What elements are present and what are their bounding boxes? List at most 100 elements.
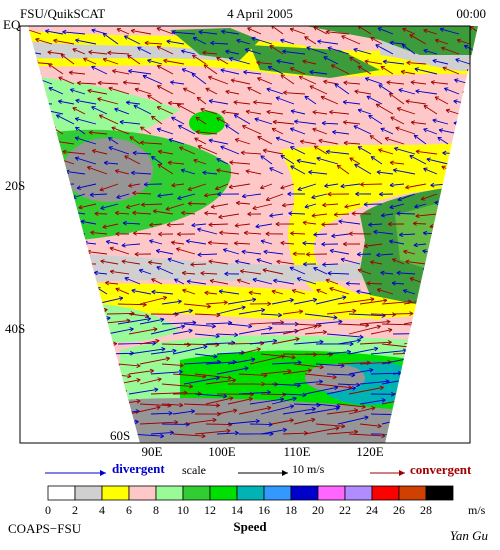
wind-vector xyxy=(128,328,158,335)
wind-vector xyxy=(60,243,75,247)
wind-vector-head xyxy=(99,187,104,192)
wind-vector xyxy=(304,95,317,105)
wind-vector-head xyxy=(353,47,358,53)
wind-vector-head xyxy=(130,28,136,34)
wind-vector xyxy=(223,248,240,255)
wind-vector xyxy=(29,319,51,325)
wind-vector-head xyxy=(386,319,391,325)
wind-vector-head xyxy=(434,96,440,101)
wind-vector-head xyxy=(348,231,353,237)
wind-vector-head xyxy=(368,222,373,227)
wind-vector-head xyxy=(425,413,430,419)
wind-vector xyxy=(170,81,185,85)
wind-vector xyxy=(248,291,262,295)
wind-vector xyxy=(242,193,262,197)
wind-vector-head xyxy=(387,221,392,227)
wind-vector xyxy=(324,183,339,187)
wind-vector xyxy=(423,29,438,35)
wind-vector xyxy=(131,172,152,175)
wind-vector xyxy=(432,59,449,65)
wind-vector-head xyxy=(349,157,354,162)
wind-vector xyxy=(111,127,130,135)
wind-vector xyxy=(406,62,427,65)
wind-vector-head xyxy=(434,367,439,372)
wind-vector xyxy=(469,26,478,35)
wind-vector-head xyxy=(452,401,457,407)
wind-vector-head xyxy=(228,184,233,190)
wind-vector-head xyxy=(203,344,208,350)
wind-vector-head xyxy=(275,136,281,141)
wind-vector xyxy=(313,267,328,275)
wind-vector xyxy=(61,258,75,265)
wind-vector xyxy=(282,50,306,55)
wind-vector xyxy=(370,313,396,316)
wind-vector-head xyxy=(61,278,67,283)
wind-vector xyxy=(425,303,453,307)
wind-vector xyxy=(133,104,152,115)
wind-vector-head xyxy=(131,170,136,176)
wind-vector-head xyxy=(371,406,376,411)
wind-vector-head xyxy=(211,323,216,329)
wind-vector-head xyxy=(127,373,132,379)
wind-vector-head xyxy=(157,193,162,198)
wind-vector xyxy=(271,383,301,386)
wind-vector xyxy=(90,193,108,196)
wind-vector xyxy=(389,183,405,186)
wind-vector xyxy=(108,137,119,145)
wind-vector xyxy=(380,66,394,75)
wind-vector xyxy=(280,39,295,45)
wind-vector xyxy=(77,82,97,85)
wind-vector-head xyxy=(144,40,149,46)
wind-vector xyxy=(436,406,465,415)
wind-vector xyxy=(62,430,84,435)
wind-vector-head xyxy=(243,69,248,75)
wind-vector xyxy=(425,383,452,387)
wind-vector xyxy=(139,296,167,305)
wind-vector-head xyxy=(262,268,267,273)
wind-vector-head xyxy=(388,92,394,98)
wind-vector-head xyxy=(263,249,268,255)
wind-vector-head xyxy=(412,221,417,226)
wind-vector xyxy=(45,30,64,35)
wind-vector-head xyxy=(91,28,96,33)
wind-vector-head xyxy=(45,269,50,274)
wind-vector xyxy=(368,223,383,226)
wind-vector-head xyxy=(182,288,187,294)
wind-vector xyxy=(194,137,207,145)
wind-vector-head xyxy=(181,270,187,276)
wind-vector-head xyxy=(280,185,285,190)
wind-vector-head xyxy=(363,243,369,249)
wind-vector-head xyxy=(375,103,381,108)
wind-vector xyxy=(28,129,42,135)
wind-vector xyxy=(194,333,220,337)
wind-vector-head xyxy=(75,400,80,406)
wind-vector xyxy=(157,85,174,95)
wind-vector xyxy=(425,354,461,365)
wind-vector xyxy=(364,60,383,65)
wind-vector xyxy=(341,35,361,45)
wind-vector-head xyxy=(438,128,444,133)
wind-vector-head xyxy=(360,182,365,187)
wind-vector xyxy=(151,156,163,165)
wind-vector-head xyxy=(54,200,59,205)
wind-vector xyxy=(357,109,372,115)
wind-vector-head xyxy=(132,190,137,196)
wind-vector xyxy=(415,90,438,95)
colorbar-tick: 28 xyxy=(420,503,432,517)
wind-vector-head xyxy=(216,56,221,62)
wind-vector xyxy=(158,150,174,155)
wind-vector xyxy=(447,421,472,425)
wind-vector-head xyxy=(151,115,156,121)
wind-vector xyxy=(115,170,130,175)
wind-vector xyxy=(128,348,166,355)
wind-vector-head xyxy=(32,117,37,123)
wind-vector xyxy=(380,127,394,135)
wind-vector-head xyxy=(46,165,51,170)
wind-vector xyxy=(48,290,64,295)
wind-vector-head xyxy=(166,222,171,228)
wind-vector xyxy=(156,250,174,255)
wind-vector xyxy=(458,431,478,435)
wind-vector-head xyxy=(260,155,265,160)
wind-vector-head xyxy=(197,227,202,233)
wind-vector xyxy=(458,313,478,317)
